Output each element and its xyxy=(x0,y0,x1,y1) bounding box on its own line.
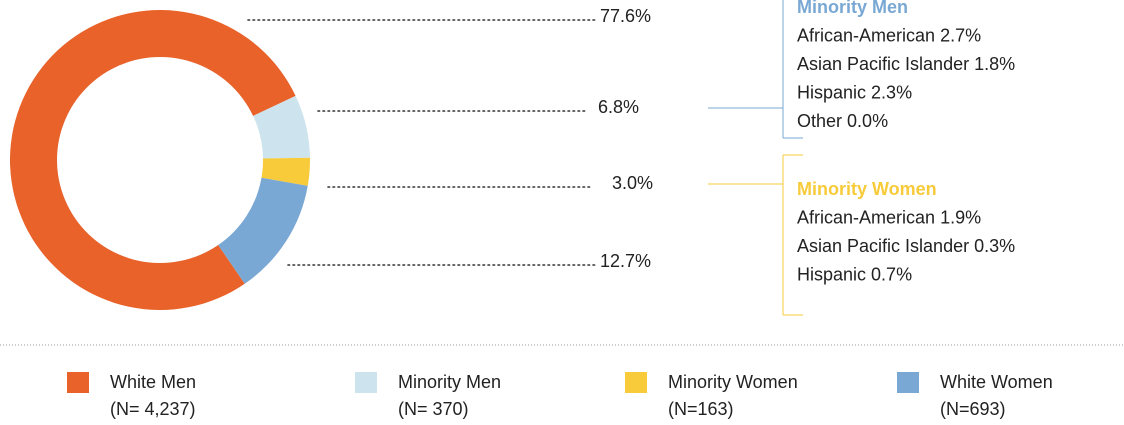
item-name: Other xyxy=(797,111,842,131)
legend-label: Minority Men xyxy=(398,372,501,392)
value-label: 12.7% xyxy=(600,251,651,271)
donut-segment xyxy=(261,157,310,186)
value-label: 77.6% xyxy=(600,6,651,26)
breakdown-item: Hispanic 0.7% xyxy=(797,264,912,284)
breakdown-title: Minority Women xyxy=(797,179,937,199)
legend-label: White Women xyxy=(940,372,1053,392)
legend-swatch xyxy=(355,372,377,393)
legend-swatch xyxy=(625,372,647,393)
legend-note: (N= 4,237) xyxy=(110,399,196,419)
breakdown-item: African-American 2.7% xyxy=(797,25,981,45)
item-value: 2.3% xyxy=(871,82,912,102)
item-name: African-American xyxy=(797,207,935,227)
breakdown-item: Other 0.0% xyxy=(797,111,888,131)
legend-swatch xyxy=(897,372,919,393)
breakdown-item: Asian Pacific Islander 1.8% xyxy=(797,54,1015,74)
donut-segment xyxy=(218,177,308,284)
legend-note: (N= 370) xyxy=(398,399,469,419)
value-label: 3.0% xyxy=(612,173,653,193)
item-value: 1.9% xyxy=(940,207,981,227)
breakdown-title: Minority Men xyxy=(797,0,908,17)
legend-note: (N=693) xyxy=(940,399,1006,419)
donut-segment xyxy=(10,10,296,310)
item-name: Asian Pacific Islander xyxy=(797,236,969,256)
breakdown-item: African-American 1.9% xyxy=(797,207,981,227)
legend-swatch xyxy=(67,372,89,393)
legend-label: White Men xyxy=(110,372,196,392)
item-value: 0.7% xyxy=(871,264,912,284)
item-name: Hispanic xyxy=(797,82,866,102)
item-name: Asian Pacific Islander xyxy=(797,54,969,74)
item-value: 0.3% xyxy=(974,236,1015,256)
breakdown-item: Asian Pacific Islander 0.3% xyxy=(797,236,1015,256)
breakdown-item: Hispanic 2.3% xyxy=(797,82,912,102)
item-value: 2.7% xyxy=(940,25,981,45)
legend-note: (N=163) xyxy=(668,399,734,419)
item-name: Hispanic xyxy=(797,264,866,284)
item-name: African-American xyxy=(797,25,935,45)
item-value: 0.0% xyxy=(847,111,888,131)
value-label: 6.8% xyxy=(598,97,639,117)
donut-segment xyxy=(253,95,310,159)
item-value: 1.8% xyxy=(974,54,1015,74)
legend-label: Minority Women xyxy=(668,372,798,392)
